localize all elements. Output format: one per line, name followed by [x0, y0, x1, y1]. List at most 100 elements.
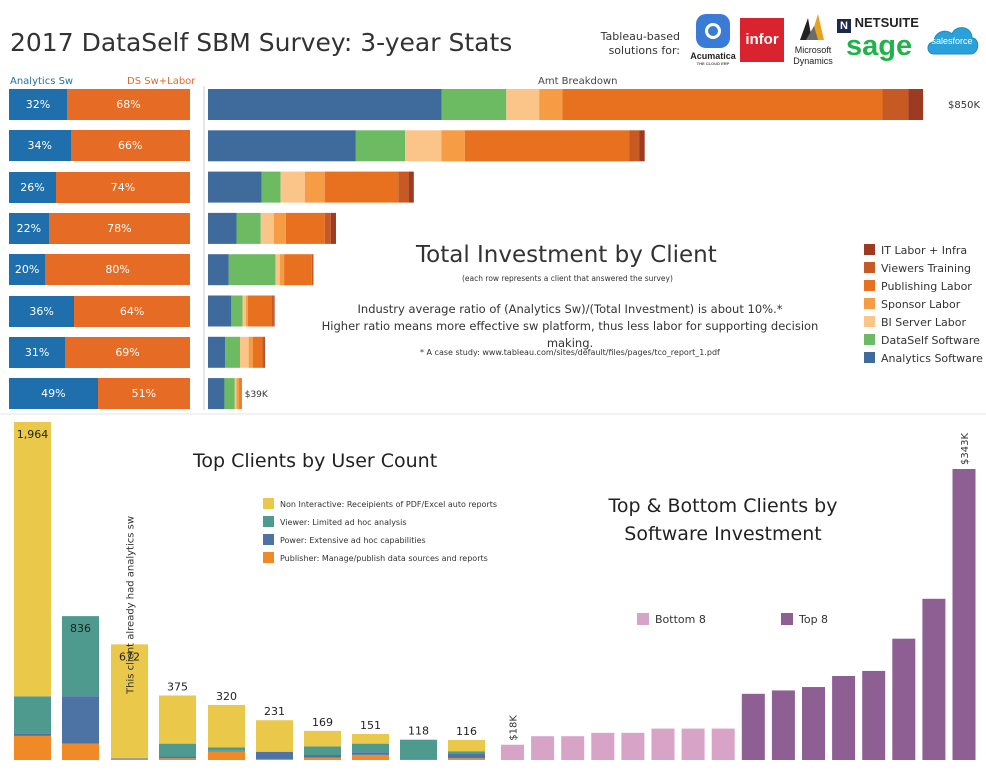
analytics-ratio-label: 36%: [29, 304, 54, 318]
analytics-software-segment: [208, 89, 442, 120]
ds-ratio-label: 69%: [115, 345, 140, 359]
user-legend-swatch: [263, 552, 274, 563]
viewers-training-segment: [398, 171, 409, 203]
acumatica-logo-text: Acumatica: [690, 51, 736, 61]
legend-swatch: [864, 334, 875, 345]
legend-item: Publishing Labor: [864, 280, 972, 293]
legend-item: Sponsor Labor: [864, 298, 960, 311]
publisher-segment: [111, 758, 148, 760]
publisher-segment: [304, 757, 341, 760]
analytics-ratio-bar: [9, 336, 66, 368]
bi-server-labor-segment: [242, 295, 247, 327]
viewer-segment: [14, 696, 51, 734]
legend-item: DataSelf Software: [864, 334, 980, 347]
top8-bar: [892, 638, 916, 760]
investment-chart: $850K $39K: [0, 86, 986, 415]
software-legend-swatch: [637, 613, 649, 625]
user-total-label: 375: [167, 680, 188, 693]
bottom8-bar: [681, 728, 705, 760]
viewer-segment: [400, 739, 437, 760]
ds-ratio-label: 51%: [131, 387, 157, 401]
sponsor-labor-segment: [273, 212, 286, 244]
microsoft-dynamics-logo: Microsoft Dynamics: [787, 14, 839, 66]
netsuite-logo: N NETSUITE: [837, 15, 925, 33]
bottom8-bar: [561, 736, 585, 760]
analytics-ratio-bar: [9, 212, 49, 244]
publishing-labor-segment: [247, 295, 272, 327]
power-segment: [352, 752, 389, 755]
acumatica-logo-sub: THE CLOUD ERP: [696, 61, 730, 66]
microsoft-dynamics-logo-text: Microsoft Dynamics: [793, 45, 833, 66]
dataself-software-segment: [228, 254, 276, 286]
ds-ratio-label: 68%: [116, 98, 141, 111]
ds-ratio-bar: [56, 171, 190, 203]
dynamics-icon: [800, 14, 824, 40]
viewer-segment: [448, 751, 485, 754]
bottom8-bar: [711, 728, 735, 760]
user-legend-swatch: [263, 516, 274, 527]
client-annotation: This client already had analytics sw: [126, 516, 137, 695]
bottom8-bar: [531, 736, 555, 760]
software-legend-label: Bottom 8: [655, 613, 706, 626]
dataself-software-segment: [224, 378, 235, 410]
user-legend-label: Viewer: Limited ad hoc analysis: [280, 518, 407, 527]
user-total-label: 118: [408, 725, 429, 738]
analytics-ratio-label: 49%: [41, 387, 66, 401]
software-title: Top & Bottom Clients by Software Investm…: [588, 492, 858, 548]
analytics-ratio-label: 20%: [14, 263, 40, 277]
user-total-label: 836: [70, 622, 91, 635]
ds-sw-labor-header: DS Sw+Labor: [127, 76, 196, 87]
user-total-label: 672: [119, 650, 140, 663]
user-total-label: 320: [216, 690, 237, 703]
legend-label: Viewers Training: [881, 262, 972, 275]
sponsor-labor-segment: [441, 130, 465, 162]
it-labor-segment: [639, 130, 645, 162]
legend-label: Analytics Software: [881, 352, 983, 365]
analytics-ratio-label: 34%: [27, 139, 52, 153]
software-legend-item: Top 8: [781, 613, 828, 626]
viewer-segment: [208, 747, 245, 751]
it-labor-segment: [264, 336, 266, 368]
ds-ratio-bar: [70, 130, 190, 162]
sponsor-labor-segment: [236, 378, 240, 410]
investment-note: Industry average ratio of (Analytics Sw)…: [300, 301, 840, 352]
legend-item: Analytics Software: [864, 352, 983, 365]
viewers-training-segment: [311, 254, 314, 286]
bi-server-labor-segment: [506, 89, 540, 120]
ds-ratio-bar: [48, 212, 190, 244]
netsuite-n-icon: N: [837, 19, 851, 33]
bottom8-bar: [501, 744, 524, 760]
user-total-label: 1,964: [17, 428, 49, 441]
investment-note-line2: Higher ratio means more effective sw pla…: [321, 319, 819, 350]
user-legend-swatch: [263, 498, 274, 509]
top8-bar: [802, 687, 825, 760]
non-interactive-segment: [159, 695, 196, 744]
power-segment: [62, 696, 99, 744]
legend-label: BI Server Labor: [881, 316, 966, 329]
bi-server-labor-segment: [275, 254, 280, 286]
amt-breakdown-header: Amt Breakdown: [538, 76, 618, 87]
last-total-label: $39K: [245, 390, 269, 400]
sage-logo: sage: [846, 30, 916, 66]
logos-label: Tableau-based solutions for:: [600, 30, 680, 57]
power-segment: [304, 755, 341, 758]
software-legend-swatch: [781, 613, 793, 625]
analytics-ratio-bar: [9, 254, 46, 286]
dataself-software-segment: [355, 130, 406, 162]
user-legend-item: Non Interactive: Receipients of PDF/Exce…: [263, 498, 497, 509]
non-interactive-segment: [352, 734, 389, 744]
user-legend-label: Non Interactive: Receipients of PDF/Exce…: [280, 500, 498, 509]
analytics-ratio-label: 31%: [24, 345, 50, 359]
bi-server-labor-segment: [239, 336, 249, 368]
user-total-label: 169: [312, 716, 333, 729]
legend-swatch: [864, 298, 875, 309]
viewers-training-segment: [262, 336, 265, 368]
publishing-labor-segment: [464, 130, 630, 162]
case-study-note: * A case study: www.tableau.com/sites/de…: [420, 348, 720, 357]
publishing-labor-segment: [285, 212, 325, 244]
publisher-segment: [14, 735, 51, 760]
analytics-sw-header: Analytics Sw: [10, 76, 74, 87]
dataself-software-segment: [441, 89, 507, 120]
legend-swatch: [864, 280, 875, 291]
ds-ratio-bar: [45, 254, 190, 286]
